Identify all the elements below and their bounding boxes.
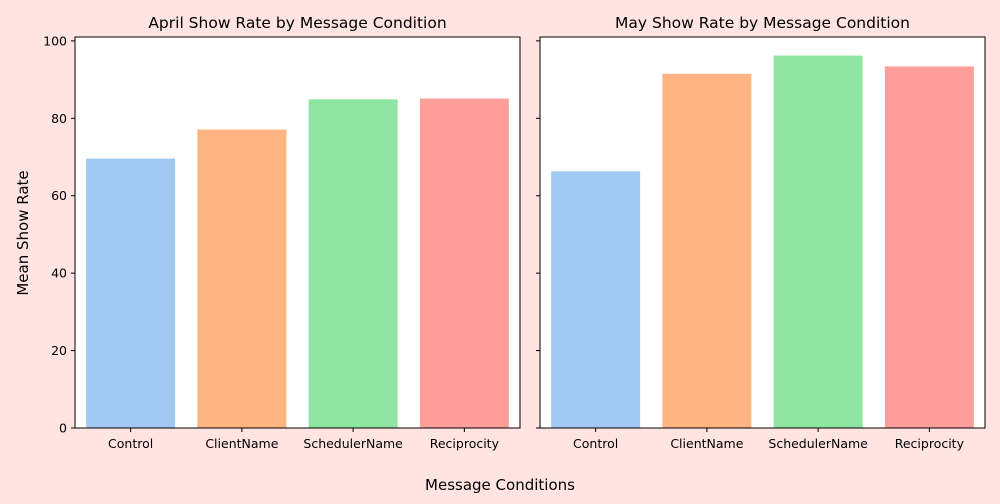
axes-frame — [74, 36, 521, 429]
bar-control — [551, 171, 641, 428]
axes-frame — [539, 36, 986, 429]
x-tick-label: ClientName — [670, 436, 743, 451]
bar-control — [86, 158, 176, 428]
bar-schedulername — [773, 55, 863, 428]
bar-schedulername — [308, 99, 398, 428]
x-axis-label: Message Conditions — [425, 476, 575, 494]
x-tick-label: ClientName — [205, 436, 278, 451]
chart-title: May Show Rate by Message Condition — [615, 14, 910, 32]
bar-clientname — [662, 73, 752, 429]
x-tick-label: SchedulerName — [303, 436, 403, 451]
y-tick-label: 20 — [51, 343, 67, 358]
bar-reciprocity — [884, 66, 974, 428]
x-tick-label: Control — [108, 436, 153, 451]
x-tick-label: Reciprocity — [430, 436, 500, 451]
y-tick-label: 80 — [51, 111, 67, 126]
chart-title: April Show Rate by Message Condition — [148, 14, 446, 32]
panel-may: Control ClientName SchedulerName Reciprocit… — [536, 14, 986, 451]
x-tick-label: SchedulerName — [768, 436, 868, 451]
bar-reciprocity — [419, 98, 509, 428]
y-tick-label: 100 — [43, 33, 67, 48]
x-tick-label: Control — [573, 436, 618, 451]
y-tick-label: 60 — [51, 188, 67, 203]
x-tick-label: Reciprocity — [895, 436, 965, 451]
y-tick-label: 40 — [51, 266, 67, 281]
y-axis-label: Mean Show Rate — [14, 170, 32, 295]
bar-clientname — [197, 129, 287, 429]
panel-april: Control ClientName SchedulerName Reciprocit… — [43, 14, 521, 451]
y-tick-label: 0 — [59, 421, 67, 436]
